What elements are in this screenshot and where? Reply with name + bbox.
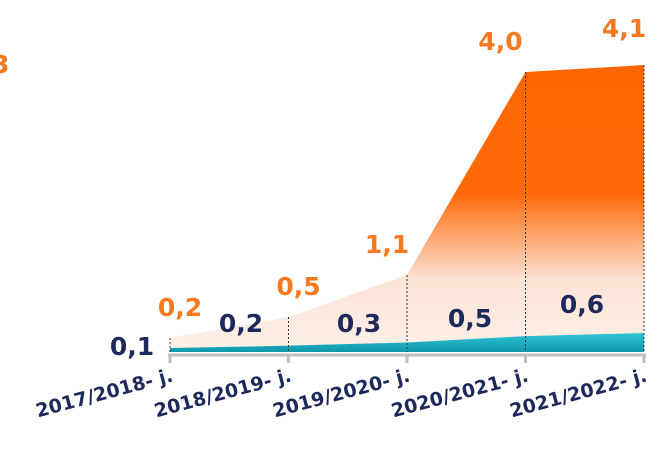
orange-value-labels: 0,2 0,5 1,1 4,0 4,1 (158, 14, 646, 322)
navy-label-1: 0,2 (219, 309, 263, 338)
orange-label-4: 4,1 (602, 14, 646, 43)
category-label-0: 2017/2018- j. (33, 365, 175, 423)
category-label-1: 2018/2019- j. (152, 365, 294, 423)
navy-label-0: 0,1 (110, 332, 154, 361)
category-label-3: 2020/2021- j. (389, 365, 531, 423)
category-label-4: 2021/2022- j. (507, 365, 649, 423)
orange-label-2: 1,1 (365, 230, 409, 259)
dividers-group (169, 65, 645, 352)
category-label-2: 2019/2020- j. (270, 365, 412, 423)
navy-label-2: 0,3 (337, 309, 381, 338)
plot-area (168, 65, 646, 363)
orange-label-1: 0,5 (276, 272, 320, 301)
navy-value-labels: 0,1 0,2 0,3 0,5 0,6 (110, 290, 604, 361)
partial-value-label: 3 (0, 50, 9, 79)
navy-label-3: 0,5 (448, 304, 492, 333)
x-category-labels: 2017/2018- j. 2018/2019- j. 2019/2020- j… (33, 365, 649, 423)
orange-label-3: 4,0 (478, 27, 522, 56)
x-ticks-group (168, 355, 646, 363)
navy-label-4: 0,6 (560, 290, 604, 319)
orange-label-0: 0,2 (158, 293, 202, 322)
